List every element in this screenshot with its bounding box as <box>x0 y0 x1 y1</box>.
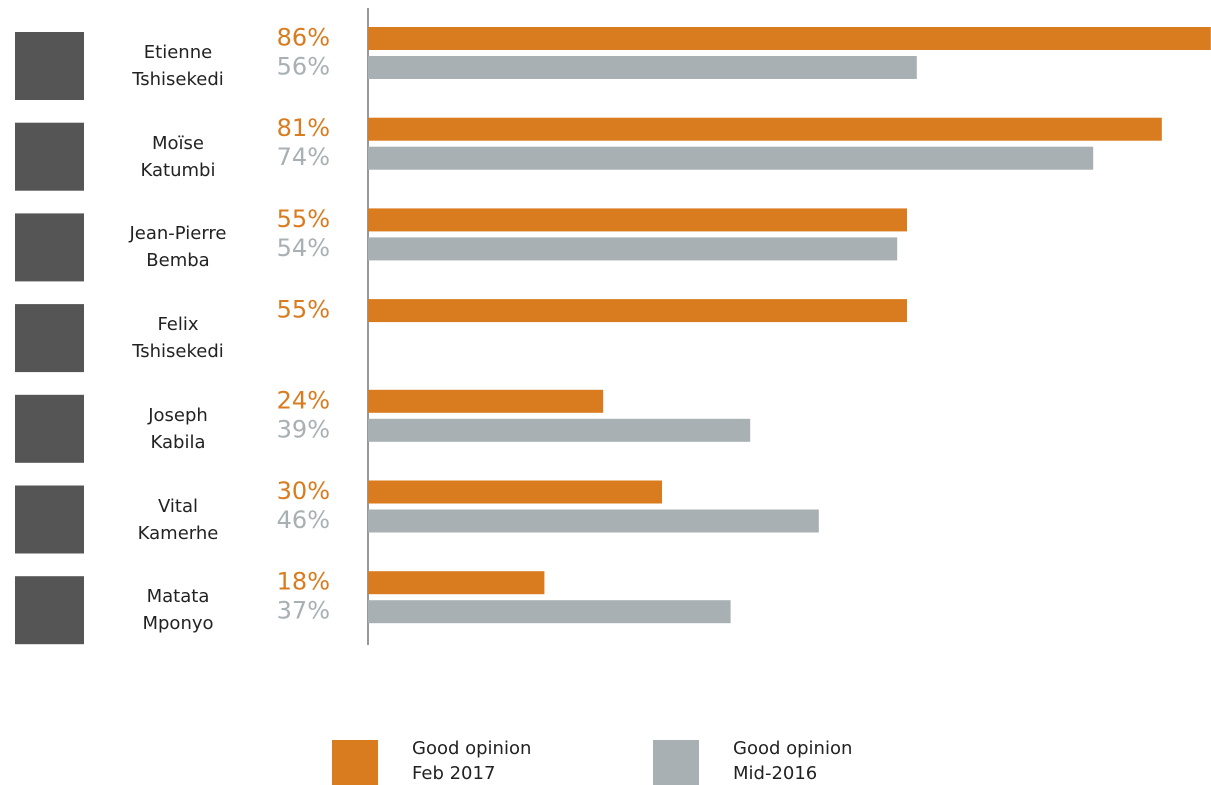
bar <box>368 146 1094 170</box>
value-label: 37% <box>277 597 330 625</box>
bar <box>368 237 898 261</box>
photo <box>15 394 84 463</box>
bar <box>368 117 1162 141</box>
bar <box>368 208 907 232</box>
bar <box>368 56 917 79</box>
value-label: 18% <box>277 568 330 596</box>
legend-label: Good opinion Feb 2017 <box>412 738 532 784</box>
legend-label: Good opinion Mid-2016 <box>733 738 853 784</box>
value-label: 46% <box>277 506 330 534</box>
value-label: 81% <box>277 114 330 142</box>
bar <box>368 418 751 442</box>
bar <box>368 600 731 624</box>
value-label: 24% <box>277 386 330 414</box>
value-label: 30% <box>277 477 330 505</box>
bar <box>368 509 819 533</box>
category-label: Felix Tshisekedi <box>132 314 224 363</box>
bar <box>368 299 907 323</box>
category-label: Vital Kamerhe <box>137 495 219 544</box>
photo <box>15 32 84 100</box>
legend-swatch <box>332 740 378 785</box>
category-label: Moïse Katumbi <box>140 132 216 181</box>
value-label: 55% <box>277 205 330 233</box>
category-label: Matata Mponyo <box>142 586 214 635</box>
value-label: 39% <box>277 415 330 443</box>
category-label: Joseph Kabila <box>148 404 208 453</box>
value-label: 54% <box>277 234 330 262</box>
value-label: 86% <box>277 24 330 52</box>
photo <box>15 485 84 554</box>
value-label: 74% <box>277 143 330 171</box>
photo <box>15 213 84 282</box>
photo <box>15 122 84 191</box>
category-label: Etienne Tshisekedi <box>132 42 224 90</box>
bar <box>368 571 545 595</box>
value-label: 56% <box>277 53 330 81</box>
category-label: Jean-Pierre Bemba <box>129 223 227 272</box>
value-label: 55% <box>277 296 330 324</box>
bar <box>368 389 604 413</box>
legend-swatch <box>653 740 699 785</box>
photo <box>15 576 84 645</box>
photo <box>15 304 84 373</box>
bar <box>368 480 662 504</box>
bar <box>368 27 1211 50</box>
